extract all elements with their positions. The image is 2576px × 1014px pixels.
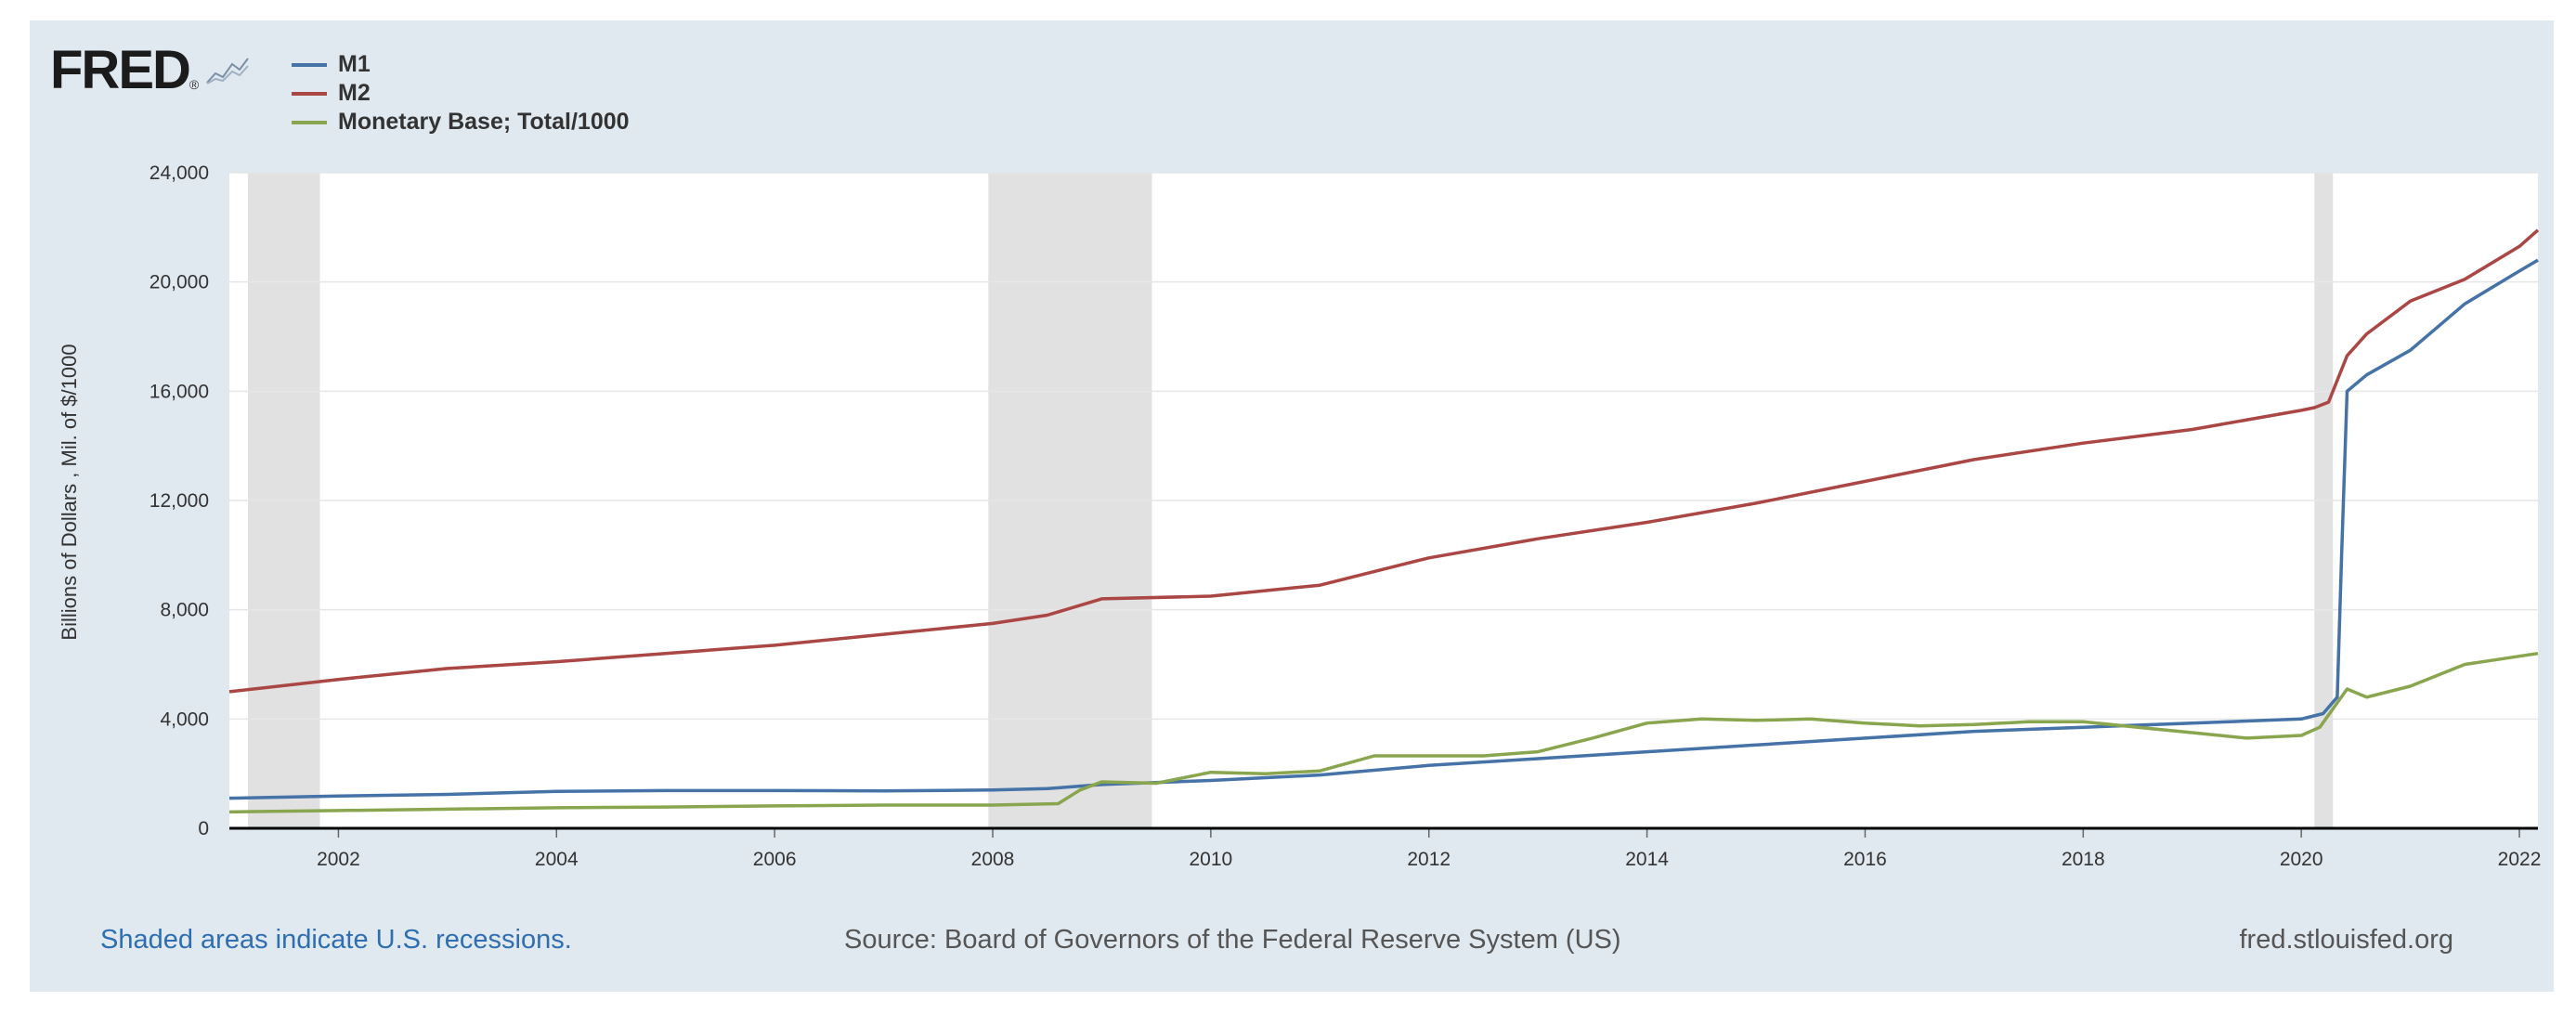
legend-swatch-monetary-base [292,120,327,124]
y-tick-label: 4,000 [160,708,209,730]
site-link[interactable]: fred.stlouisfed.org [2239,925,2453,955]
y-axis-ticks: 0 4,000 8,000 12,000 16,000 20,000 24,000 [150,162,209,839]
series-line-0[interactable] [228,258,2539,800]
y-tick-label: 16,000 [150,381,209,402]
x-tick-label: 2010 [1190,849,1233,870]
x-tick-label: 2014 [1625,849,1669,870]
legend-item-m2[interactable]: M2 [292,79,630,108]
x-tick-label: 2002 [317,849,360,870]
fred-logo[interactable]: FRED ® [50,39,251,101]
y-tick-label: 20,000 [150,272,209,293]
y-axis-label: Billions of Dollars , Mil. of $/1000 [58,344,81,640]
chart-legend: M1 M2 Monetary Base; Total/1000 [292,50,630,136]
y-tick-label: 8,000 [160,600,209,621]
series-lines [228,228,2540,814]
x-tick-label: 2016 [1843,849,1887,870]
legend-label-m2: M2 [338,80,371,106]
registered-mark: ® [189,77,200,92]
x-tick-label: 2022 [2498,849,2542,870]
logo-text: FRED [50,40,191,100]
legend-label-m1: M1 [338,51,371,77]
chart-plot: 0 4,000 8,000 12,000 16,000 20,000 24,000 2002… [58,162,2541,870]
legend-item-monetary-base[interactable]: Monetary Base; Total/1000 [292,108,630,136]
series-line-2[interactable] [228,651,2539,814]
legend-item-m1[interactable]: M1 [292,50,630,79]
x-tick-label: 2020 [2280,849,2323,870]
x-tick-label: 2018 [2062,849,2105,870]
legend-label-monetary-base: Monetary Base; Total/1000 [338,109,630,135]
x-axis-ticks: 2002 2004 2006 2008 2010 2012 2014 2016 2018 2020… [317,828,2541,870]
x-tick-label: 2008 [971,849,1015,870]
y-tick-label: 0 [198,818,209,839]
legend-swatch-m1 [292,62,327,67]
x-tick-label: 2006 [753,849,797,870]
x-tick-label: 2012 [1407,849,1451,870]
y-tick-label: 12,000 [150,490,209,512]
recession-note-link[interactable]: Shaded areas indicate U.S. recessions. [100,925,572,955]
series-line-1[interactable] [228,228,2540,694]
fred-chart-icon [205,55,251,85]
gridlines [229,172,2538,721]
legend-swatch-m2 [292,91,327,96]
chart-frame: FRED ® M1 M2 Monetary Base; Total/1000 0… [30,20,2554,992]
source-text: Source: Board of Governors of the Federa… [844,925,1621,955]
x-tick-label: 2004 [535,849,579,870]
y-tick-label: 24,000 [150,162,209,184]
